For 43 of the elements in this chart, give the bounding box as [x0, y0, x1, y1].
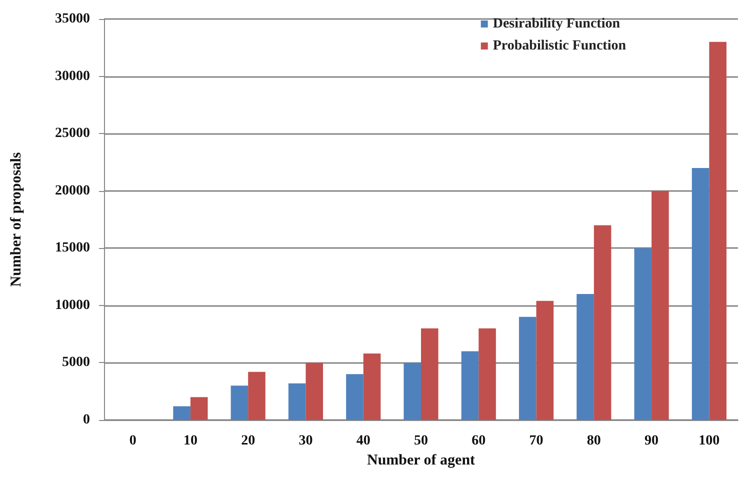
bar — [230, 386, 248, 420]
x-tick-label: 30 — [298, 434, 313, 448]
bar — [173, 406, 190, 420]
bar — [709, 42, 726, 420]
bar — [652, 190, 669, 420]
bar — [576, 294, 594, 420]
x-tick-label: 60 — [472, 434, 486, 448]
legend-label: Probabilistic Function — [492, 38, 626, 54]
x-tick-label: 70 — [529, 434, 544, 448]
bar — [363, 354, 381, 420]
x-tick-label: 90 — [644, 434, 659, 448]
bar — [478, 328, 496, 420]
x-axis-title: Number of agent — [366, 452, 476, 468]
y-tick-label: 0 — [83, 412, 90, 428]
bar — [692, 168, 710, 420]
bar — [421, 328, 438, 420]
x-tick-label: 40 — [356, 434, 370, 448]
bar — [248, 372, 266, 420]
bar — [594, 225, 612, 420]
y-tick-label: 25000 — [55, 126, 90, 142]
bar — [404, 362, 421, 420]
x-tick-label: 0 — [129, 434, 136, 448]
legend-label: Desirability Function — [492, 16, 620, 32]
y-tick-label: 35000 — [55, 12, 90, 26]
y-tick-label: 20000 — [55, 183, 90, 198]
bar — [518, 316, 536, 420]
x-tick-label: 50 — [414, 434, 428, 448]
x-tick-label: 80 — [586, 434, 601, 448]
y-tick-label: 10000 — [55, 298, 90, 313]
y-tick-label: 15000 — [55, 240, 90, 256]
x-tick-label: 10 — [183, 434, 198, 448]
bar — [461, 351, 479, 420]
y-axis-title: Number of proposals — [8, 152, 24, 287]
bar — [346, 374, 364, 420]
bar — [536, 300, 554, 420]
bar — [306, 362, 324, 420]
x-tick-label: 20 — [241, 434, 256, 448]
y-tick-label: 30000 — [55, 68, 90, 84]
bar — [288, 383, 306, 420]
bar — [634, 248, 652, 420]
bar — [190, 397, 208, 420]
x-tick-label: 100 — [698, 434, 720, 448]
y-tick-label: 5000 — [62, 355, 90, 370]
